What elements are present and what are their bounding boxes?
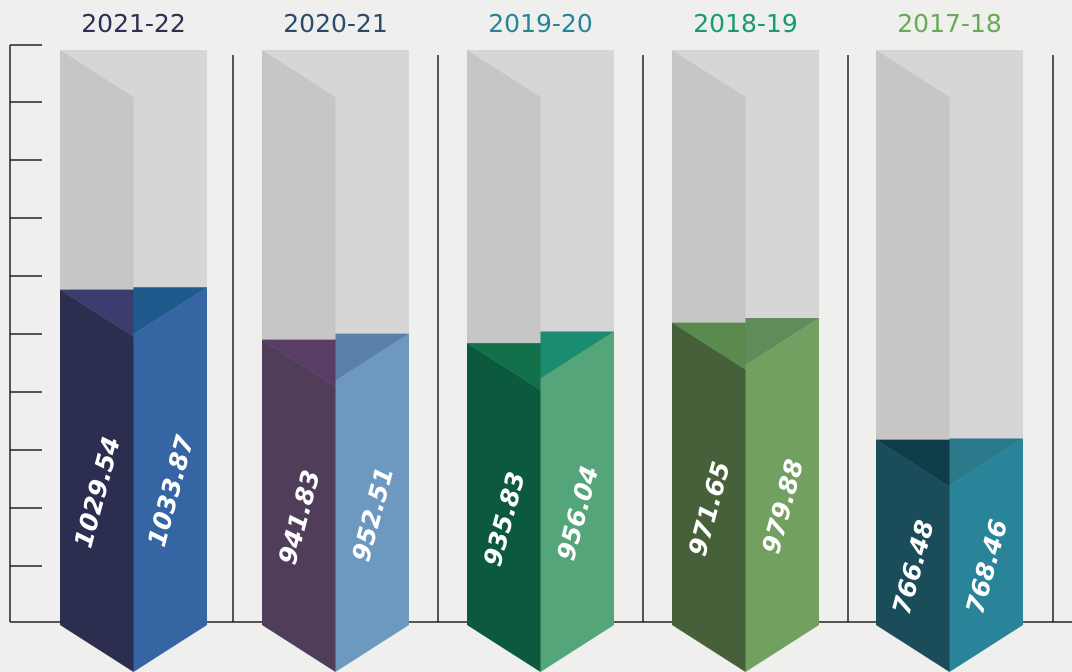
category-label: 2020-21 (283, 9, 387, 38)
bar (467, 343, 541, 672)
bar-cap (672, 322, 746, 370)
bar-cap (876, 439, 950, 487)
bar (672, 322, 746, 672)
bar-cap (335, 333, 409, 381)
bar (745, 317, 819, 672)
bar-cap (540, 331, 614, 379)
bar (60, 289, 134, 672)
bar-cap (60, 289, 134, 337)
category-label: 2019-20 (488, 9, 592, 38)
bar (949, 438, 1023, 672)
bar (876, 439, 950, 672)
category-label: 2018-19 (693, 9, 797, 38)
bar-cap (467, 343, 541, 391)
bar-cap (133, 287, 207, 335)
bar (133, 287, 207, 672)
bar-cap (745, 317, 819, 365)
category-label: 2021-22 (81, 9, 185, 38)
bar-cap (262, 339, 336, 387)
category-label: 2017-18 (897, 9, 1001, 38)
bar (335, 333, 409, 672)
bar-cap (949, 438, 1023, 486)
bar (540, 331, 614, 672)
bar (262, 339, 336, 672)
